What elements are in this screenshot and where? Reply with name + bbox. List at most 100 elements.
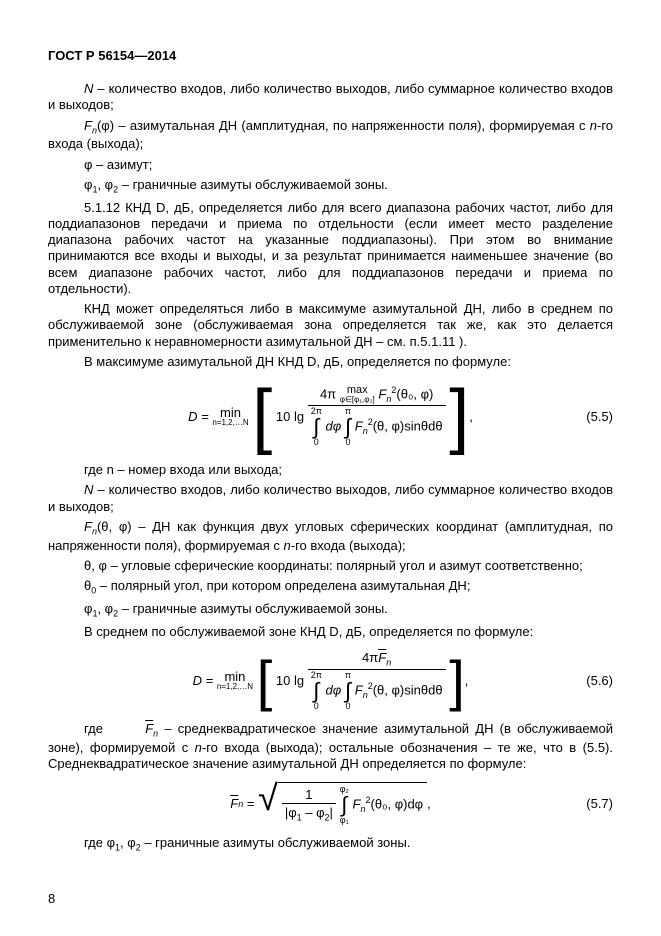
where-theta-phi: θ, φ – угловые сферические координаты: п… bbox=[48, 558, 613, 574]
min: min bbox=[212, 406, 248, 419]
para-N: N – количество входов, либо количество в… bbox=[48, 81, 613, 114]
b: 0 bbox=[345, 438, 351, 447]
text: – полярный угол, при котором определена … bbox=[96, 578, 470, 593]
sqrt: √ 1 |φ1 – φ2| φ₂ ∫ φ₁ Fn2(θ₀, φ)dφ bbox=[258, 782, 427, 825]
where-n: где n – номер входа или выхода; bbox=[48, 462, 613, 478]
eq-number: (5.7) bbox=[586, 796, 613, 811]
sym-N: N bbox=[84, 81, 93, 96]
numerator: 4πFn bbox=[308, 650, 446, 670]
sym-n: n bbox=[284, 538, 291, 553]
sqrt-body: 1 |φ1 – φ2| φ₂ ∫ φ₁ Fn2(θ₀, φ)dφ bbox=[278, 782, 427, 825]
text: – азимутальная ДН (амплитудная, по напря… bbox=[114, 118, 590, 133]
dphi: dφ bbox=[326, 682, 342, 697]
dphi: dφ bbox=[326, 419, 342, 434]
para-phi: φ – азимут; bbox=[48, 157, 613, 173]
numerator: 4π max φ∈[φ₁,φ₂] Fn2(θ₀, φ) bbox=[308, 385, 446, 406]
para-avg: В среднем по обслуживаемой зоне КНД D, д… bbox=[48, 624, 613, 640]
s: ∫ bbox=[345, 680, 351, 702]
b: 0 bbox=[311, 438, 322, 447]
Fbar: F bbox=[230, 796, 238, 811]
text: -го входа (выхода); bbox=[291, 538, 406, 553]
where-N: N – количество входов, либо количество в… bbox=[48, 482, 613, 515]
equation-5-5: D = min n=1,2,…N [ 10 lg 4π max φ∈[φ₁,φ₂… bbox=[48, 380, 613, 452]
Fbar: F bbox=[378, 650, 386, 665]
fourpi: 4π bbox=[320, 386, 340, 401]
sub: n bbox=[386, 658, 391, 668]
m: – φ bbox=[302, 805, 325, 820]
fourpi: 4π bbox=[362, 650, 378, 665]
para-Fn: Fn (φ) – азимутальная ДН (амплитудная, по… bbox=[48, 118, 613, 153]
text: – количество входов, либо количество вых… bbox=[48, 482, 613, 513]
comma: , bbox=[427, 796, 431, 811]
sub: n bbox=[386, 394, 391, 404]
max-sub: φ∈[φ₁,φ₂] bbox=[340, 396, 375, 404]
equation-5-7: Fn = √ 1 |φ1 – φ2| φ₂ ∫ φ₁ Fn2(θ₀, bbox=[48, 782, 613, 825]
denominator: 2π ∫ 0 dφ π ∫ 0 Fn2(θ, φ)sinθdθ bbox=[308, 670, 446, 711]
eq-number: (5.5) bbox=[586, 409, 613, 424]
where-Fbar: где Fn – среднеквадратическое значение а… bbox=[48, 721, 613, 772]
text: – граничные азимуты обслуживаемой зоны. bbox=[141, 835, 411, 850]
tenlg: 10 lg bbox=[276, 409, 304, 424]
text: – граничные азимуты обслуживаемой зоны. bbox=[118, 601, 388, 616]
where: где bbox=[84, 721, 109, 736]
int: φ₂ ∫ φ₁ bbox=[340, 785, 349, 825]
sym-n: n bbox=[590, 118, 597, 133]
int2: π ∫ 0 bbox=[345, 407, 351, 447]
Fbar: F bbox=[109, 721, 153, 737]
s: ∫ bbox=[345, 416, 351, 438]
bracket-r: ] bbox=[449, 653, 465, 709]
b: 0 bbox=[345, 702, 351, 711]
num: 1 bbox=[282, 787, 336, 804]
sym: , φ bbox=[97, 601, 113, 616]
formula-body: D = min n=1,2,…N [ 10 lg 4πFn 2π ∫ 0 dφ bbox=[48, 650, 613, 711]
main-frac: 4πFn 2π ∫ 0 dφ π ∫ 0 Fn2(θ, φ)sinθdθ bbox=[308, 650, 446, 711]
sym-n: n bbox=[195, 740, 202, 755]
args: (θ₀, φ)dφ bbox=[371, 797, 424, 812]
F: F bbox=[355, 419, 363, 434]
sym: , φ bbox=[120, 835, 136, 850]
doc-header: ГОСТ Р 56154—2014 bbox=[48, 48, 613, 63]
where-theta0: θ0 – полярный угол, при котором определе… bbox=[48, 578, 613, 597]
denominator: 2π ∫ 0 dφ π ∫ 0 Fn2(θ, φ)sinθdθ bbox=[308, 406, 446, 447]
min-sub: n=1,2,…N bbox=[217, 683, 253, 691]
sub: n bbox=[363, 426, 368, 436]
min-op: min n=1,2,…N bbox=[217, 670, 253, 691]
lhs: D = bbox=[188, 409, 209, 424]
min-sub: n=1,2,…N bbox=[212, 419, 248, 427]
sub: n bbox=[238, 799, 243, 809]
where-Fn2: Fn(θ, φ) – ДН как функция двух угловых с… bbox=[48, 519, 613, 554]
para-knd: КНД может определяться либо в максимуме … bbox=[48, 301, 613, 350]
sub: n bbox=[363, 690, 368, 700]
text: – граничные азимуты обслуживаемой зоны. bbox=[118, 177, 388, 192]
min-op: min n=1,2,…N bbox=[212, 406, 248, 427]
arg: (θ, φ) bbox=[97, 519, 132, 534]
F: F bbox=[355, 682, 363, 697]
bracket-l: [ bbox=[257, 653, 273, 709]
sym-F: F bbox=[84, 118, 92, 133]
l: |φ bbox=[285, 805, 297, 820]
bracket-r: ] bbox=[449, 380, 469, 452]
b: 0 bbox=[311, 702, 322, 711]
eq: = bbox=[247, 796, 255, 811]
main-frac: 4π max φ∈[φ₁,φ₂] Fn2(θ₀, φ) 2π ∫ 0 dφ bbox=[308, 385, 446, 447]
lhs: D = bbox=[193, 673, 214, 688]
formula-body: D = min n=1,2,…N [ 10 lg 4π max φ∈[φ₁,φ₂… bbox=[48, 380, 613, 452]
args: (θ₀, φ) bbox=[396, 386, 433, 401]
arg: (φ) bbox=[97, 118, 114, 133]
where-phi12c: где φ1, φ2 – граничные азимуты обслужива… bbox=[48, 835, 613, 854]
sym: где φ bbox=[84, 835, 115, 850]
eq-number: (5.6) bbox=[586, 673, 613, 688]
args: (θ, φ)sinθdθ bbox=[373, 682, 443, 697]
para-5112: 5.1.12 КНД D, дБ, определяется либо для … bbox=[48, 200, 613, 298]
bracket-l: [ bbox=[252, 380, 272, 452]
s: ∫ bbox=[311, 680, 322, 702]
sym-F: F bbox=[84, 519, 92, 534]
sym-N: N bbox=[84, 482, 93, 497]
b: φ₁ bbox=[340, 816, 349, 825]
sub: n bbox=[360, 804, 365, 814]
page-number: 8 bbox=[48, 891, 55, 906]
int1: 2π ∫ 0 bbox=[311, 407, 322, 447]
args: (θ, φ)sinθdθ bbox=[373, 419, 443, 434]
sqrt-sym: √ bbox=[258, 782, 278, 814]
text: – количество входов, либо количество вых… bbox=[48, 81, 613, 112]
